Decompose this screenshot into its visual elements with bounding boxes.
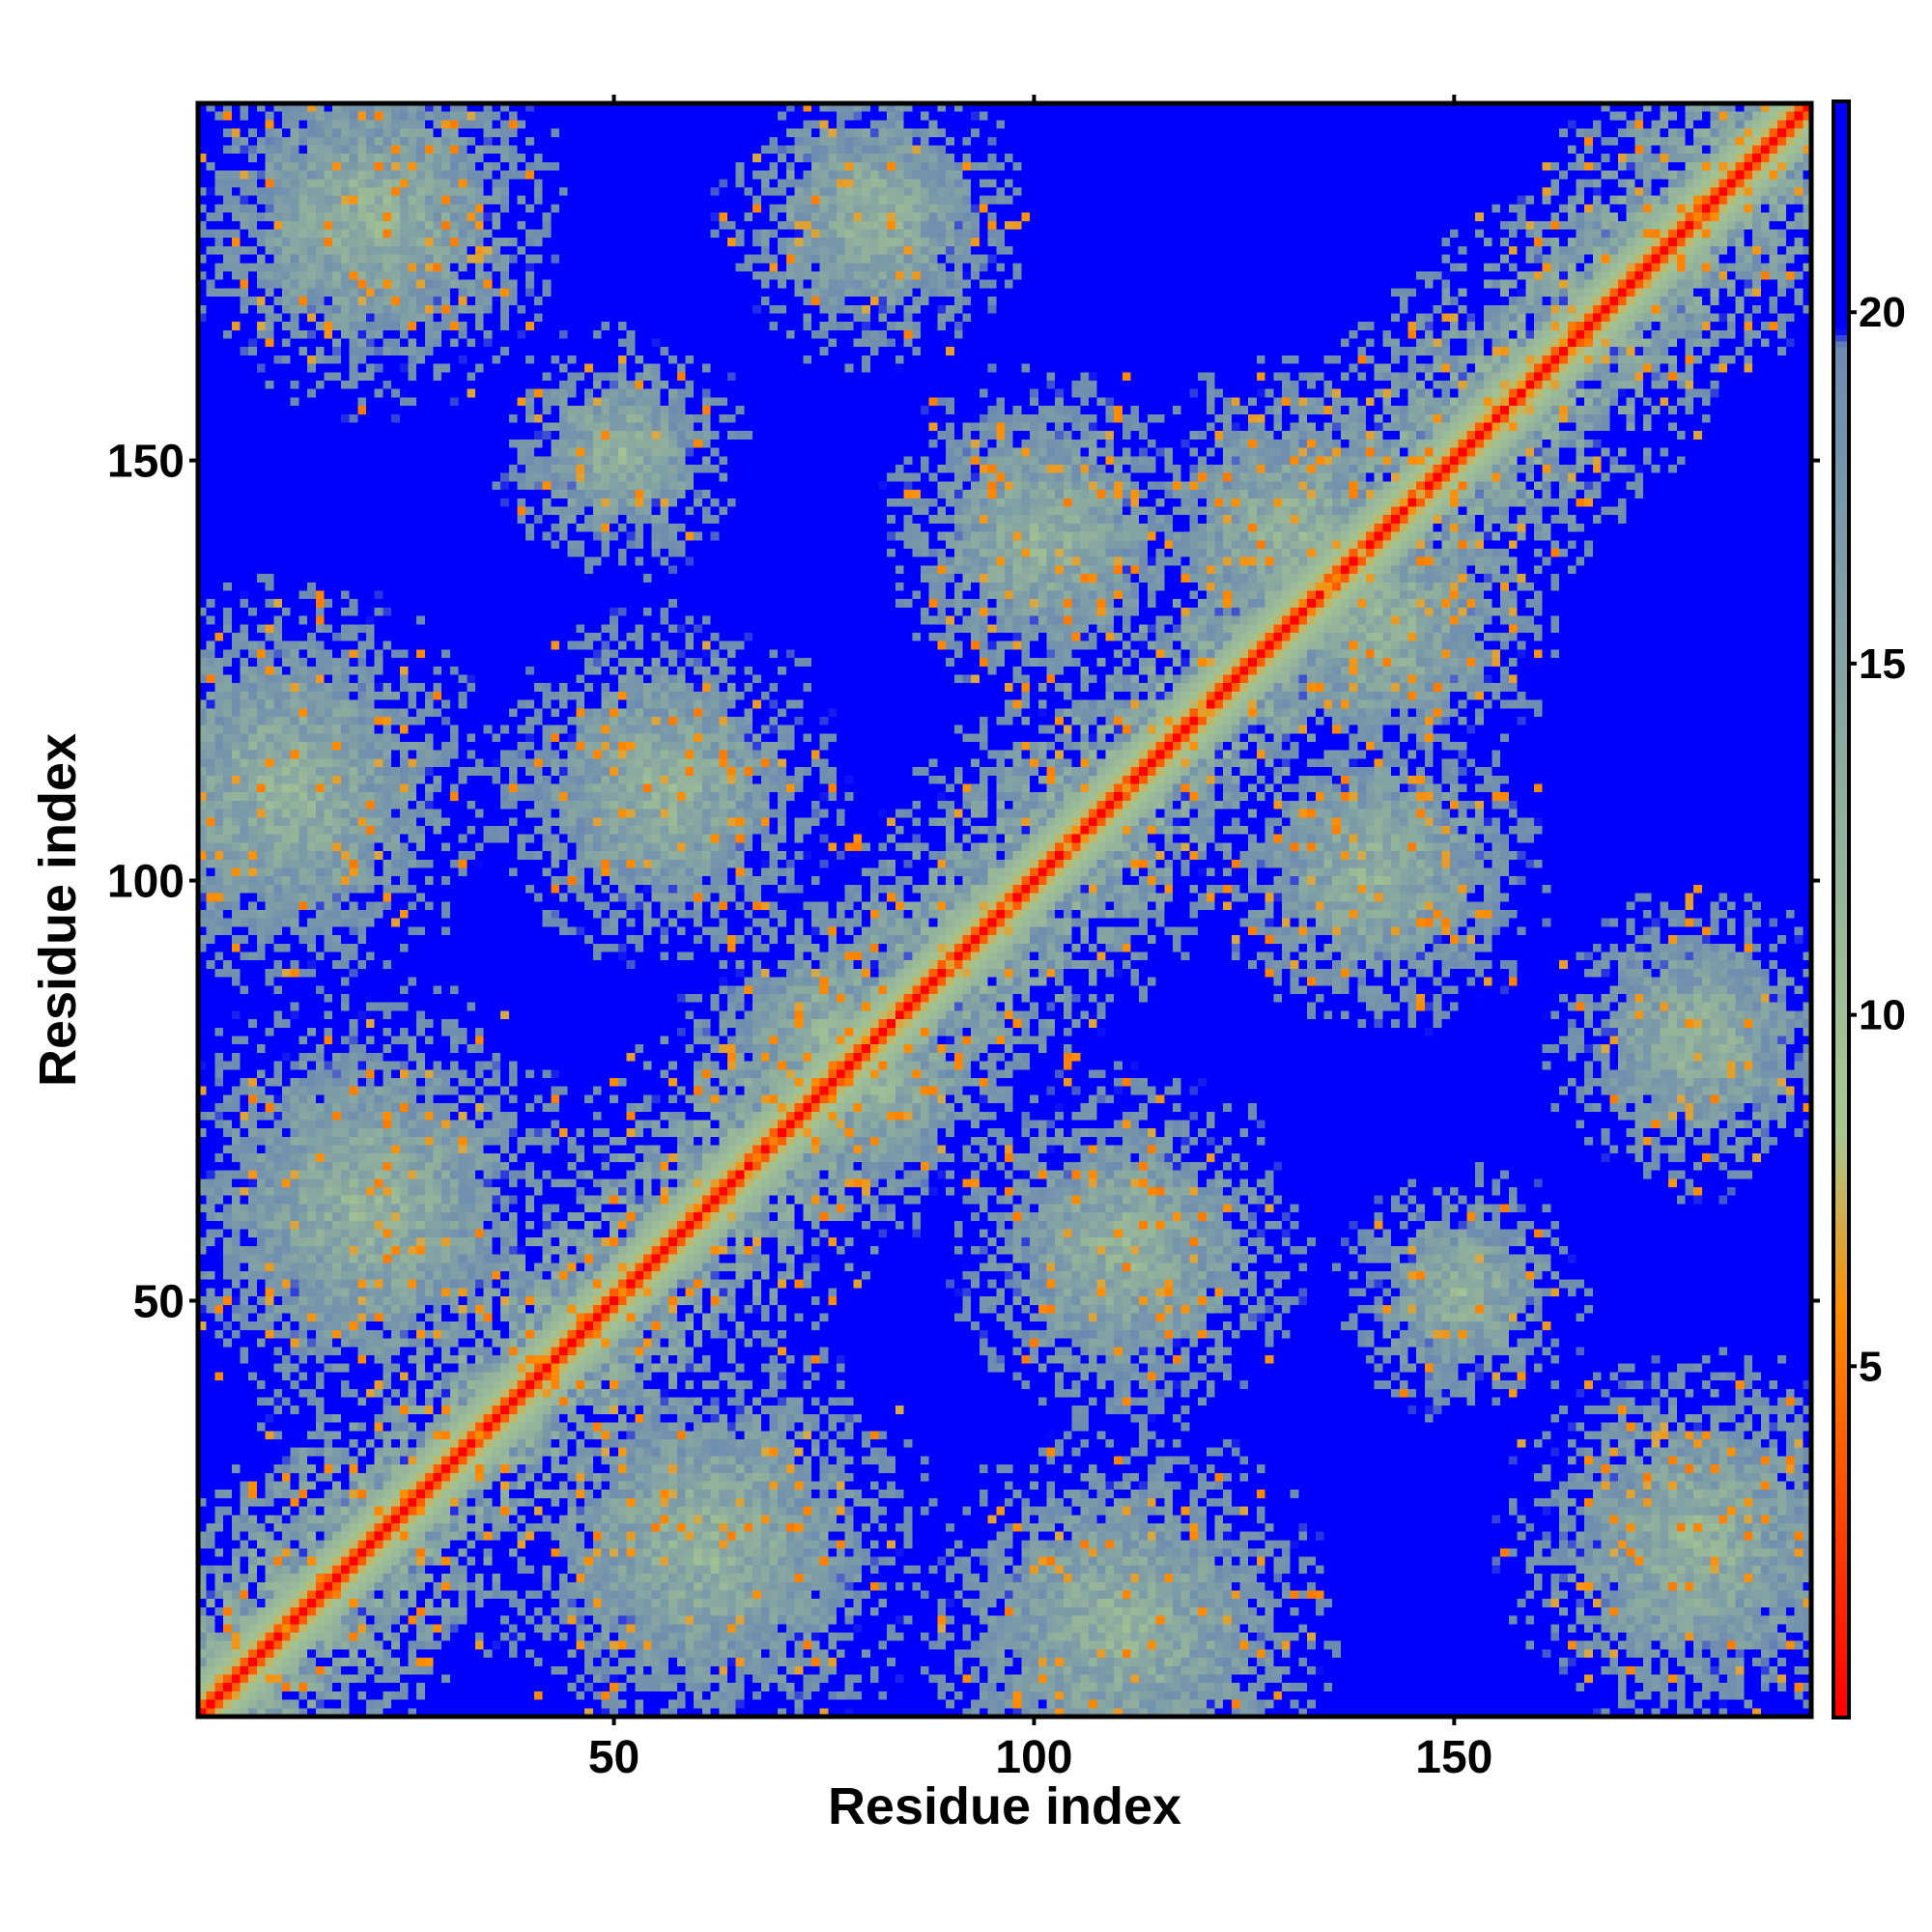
x-tick-label: 100 [995,1732,1072,1783]
colorbar [1833,101,1849,1718]
x-axis-title: Residue index [828,1777,1181,1835]
colorbar-ticks: 5 10 15 20 [1849,289,1906,1390]
colorbar-tick-label: 10 [1859,992,1906,1039]
y-tick-label: 100 [107,857,185,908]
y-tick-label: 150 [107,437,185,488]
y-tick-label: 50 [133,1276,185,1327]
x-axis-ticks: 50 100 150 [588,95,1492,1783]
plot-frame [195,100,1814,1719]
colorbar-tick-label: 20 [1859,289,1906,336]
x-tick-label: 50 [588,1732,639,1783]
y-axis-title: Residue index [29,733,87,1087]
distance-heatmap [198,103,1811,1717]
colorbar-tick-label: 5 [1859,1343,1882,1390]
colorbar-frame [1832,99,1851,1719]
y-axis-ticks: 50 100 150 [107,437,1820,1327]
x-tick-label: 150 [1415,1732,1492,1783]
colorbar-tick-label: 15 [1859,640,1906,688]
